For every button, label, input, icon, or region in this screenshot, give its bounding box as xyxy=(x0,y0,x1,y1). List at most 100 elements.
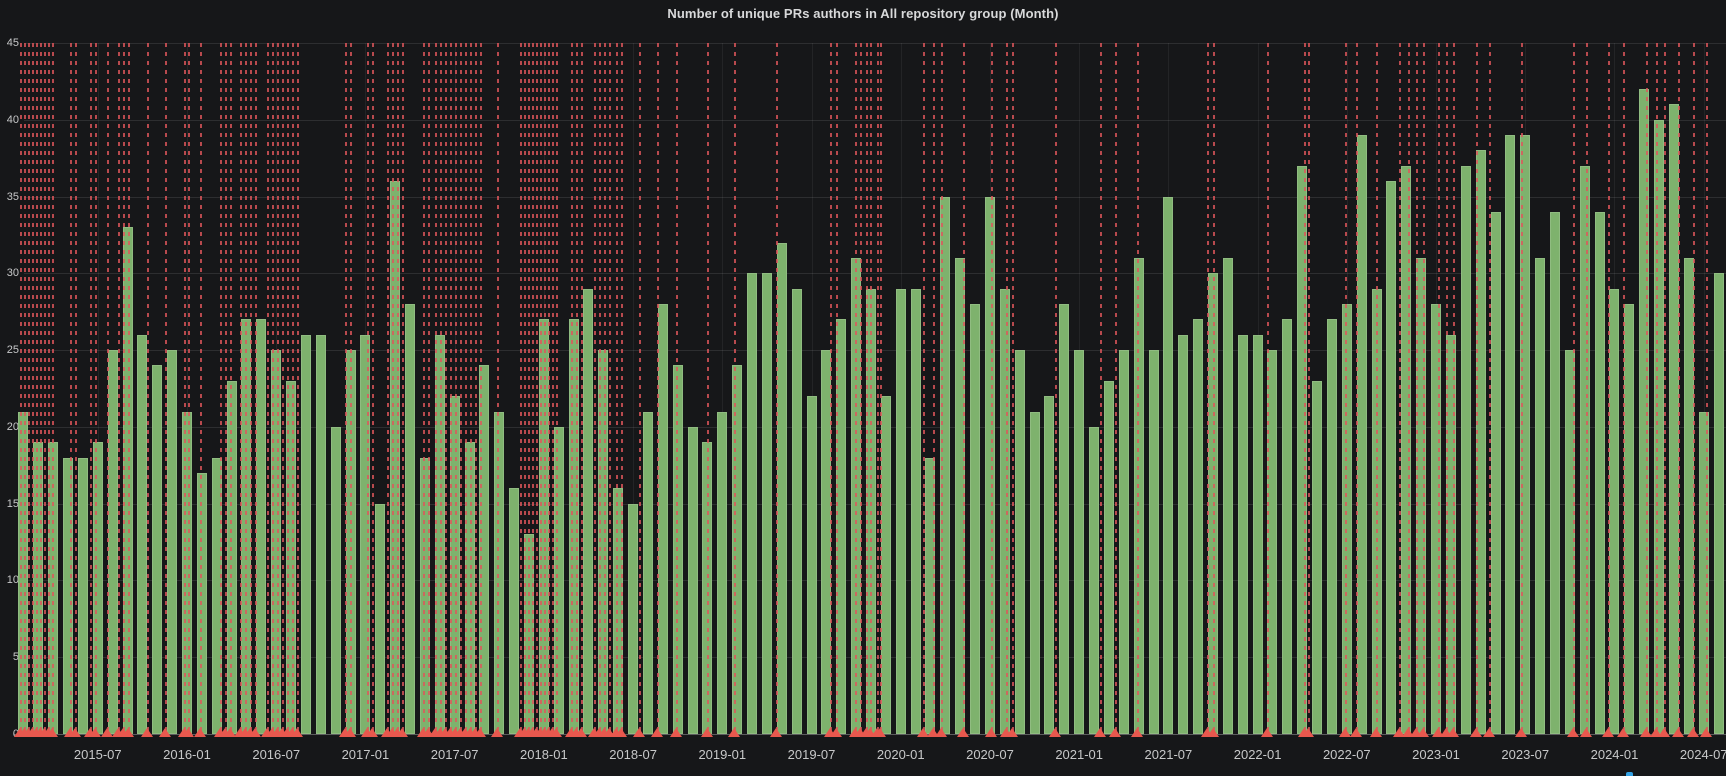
annotation-line[interactable] xyxy=(455,43,457,734)
annotation-line[interactable] xyxy=(118,43,120,734)
annotation-line[interactable] xyxy=(245,43,247,734)
annotation-line[interactable] xyxy=(165,43,167,734)
annotation-line[interactable] xyxy=(1006,43,1008,734)
bar-month-2019-03[interactable] xyxy=(747,273,758,734)
annotation-marker-triangle[interactable] xyxy=(1109,728,1121,737)
annotation-line[interactable] xyxy=(576,43,578,734)
annotation-line[interactable] xyxy=(480,43,482,734)
bar-month-2022-06[interactable] xyxy=(1326,319,1337,734)
annotation-line[interactable] xyxy=(44,43,46,734)
annotation-marker-triangle[interactable] xyxy=(1006,728,1018,737)
annotation-line[interactable] xyxy=(1408,43,1410,734)
annotation-line[interactable] xyxy=(428,43,430,734)
annotation-marker-triangle[interactable] xyxy=(1393,728,1405,737)
annotation-marker-triangle[interactable] xyxy=(89,728,101,737)
bar-month-2015-11[interactable] xyxy=(152,365,163,734)
annotation-marker-triangle[interactable] xyxy=(1207,728,1219,737)
bar-month-2020-02[interactable] xyxy=(910,288,921,734)
bar-month-2024-01[interactable] xyxy=(1609,288,1620,734)
annotation-marker-triangle[interactable] xyxy=(46,728,58,737)
annotation-line[interactable] xyxy=(1664,43,1666,734)
annotation-line[interactable] xyxy=(188,43,190,734)
annotation-line[interactable] xyxy=(1213,43,1215,734)
annotation-line[interactable] xyxy=(657,43,659,734)
annotation-marker-triangle[interactable] xyxy=(1432,728,1444,737)
annotation-marker-triangle[interactable] xyxy=(1687,728,1699,737)
annotation-marker-triangle[interactable] xyxy=(728,728,740,737)
annotation-line[interactable] xyxy=(28,43,30,734)
annotation-marker-triangle[interactable] xyxy=(770,728,782,737)
annotation-marker-triangle[interactable] xyxy=(1261,728,1273,737)
annotation-line[interactable] xyxy=(581,43,583,734)
annotation-marker-triangle[interactable] xyxy=(1672,728,1684,737)
annotation-line[interactable] xyxy=(255,43,257,734)
annotation-line[interactable] xyxy=(1586,43,1588,734)
annotation-line[interactable] xyxy=(445,43,447,734)
bar-month-2016-09[interactable] xyxy=(300,334,311,734)
bar-month-2021-11[interactable] xyxy=(1222,257,1233,734)
annotation-line[interactable] xyxy=(475,43,477,734)
annotation-line[interactable] xyxy=(20,43,22,734)
annotation-marker-triangle[interactable] xyxy=(141,728,153,737)
annotation-line[interactable] xyxy=(230,43,232,734)
annotation-line[interactable] xyxy=(707,43,709,734)
annotation-line[interactable] xyxy=(836,43,838,734)
annotation-line[interactable] xyxy=(830,43,832,734)
annotation-marker-triangle[interactable] xyxy=(491,728,503,737)
annotation-line[interactable] xyxy=(1207,43,1209,734)
annotation-line[interactable] xyxy=(866,43,868,734)
annotation-marker-triangle[interactable] xyxy=(1370,728,1382,737)
annotation-line[interactable] xyxy=(1646,43,1648,734)
annotation-marker-triangle[interactable] xyxy=(69,728,81,737)
bar-month-2023-03[interactable] xyxy=(1460,165,1471,734)
annotation-line[interactable] xyxy=(734,43,736,734)
annotation-marker-triangle[interactable] xyxy=(1094,728,1106,737)
annotation-line[interactable] xyxy=(1137,43,1139,734)
bar-month-2017-11[interactable] xyxy=(509,488,520,734)
annotation-line[interactable] xyxy=(599,43,601,734)
annotation-line[interactable] xyxy=(372,43,374,734)
annotation-line[interactable] xyxy=(548,43,550,734)
annotation-line[interactable] xyxy=(200,43,202,734)
annotation-line[interactable] xyxy=(1376,43,1378,734)
annotation-line[interactable] xyxy=(524,43,526,734)
annotation-line[interactable] xyxy=(95,43,97,734)
annotation-line[interactable] xyxy=(52,43,54,734)
bar-month-2017-02[interactable] xyxy=(375,503,386,734)
annotation-line[interactable] xyxy=(277,43,279,734)
bar-month-2015-12[interactable] xyxy=(167,350,178,734)
annotation-marker-triangle[interactable] xyxy=(1447,728,1459,737)
annotation-line[interactable] xyxy=(552,43,554,734)
bar-month-2020-11[interactable] xyxy=(1044,396,1055,734)
annotation-line[interactable] xyxy=(40,43,42,734)
annotation-line[interactable] xyxy=(1678,43,1680,734)
bar-month-2015-06[interactable] xyxy=(77,457,88,734)
annotation-line[interactable] xyxy=(870,43,872,734)
bar-month-2015-10[interactable] xyxy=(137,334,148,734)
annotation-marker-triangle[interactable] xyxy=(864,728,876,737)
annotation-line[interactable] xyxy=(1693,43,1695,734)
annotation-marker-triangle[interactable] xyxy=(957,728,969,737)
annotation-line[interactable] xyxy=(435,43,437,734)
annotation-marker-triangle[interactable] xyxy=(1470,728,1482,737)
bar-month-2017-04[interactable] xyxy=(405,304,416,734)
annotation-line[interactable] xyxy=(1446,43,1448,734)
bar-month-2022-08[interactable] xyxy=(1356,135,1367,734)
annotation-line[interactable] xyxy=(267,43,269,734)
annotation-line[interactable] xyxy=(540,43,542,734)
bar-month-2019-05[interactable] xyxy=(776,242,787,734)
annotation-line[interactable] xyxy=(991,43,993,734)
annotation-line[interactable] xyxy=(32,43,34,734)
annotation-line[interactable] xyxy=(1453,43,1455,734)
annotation-marker-triangle[interactable] xyxy=(985,728,997,737)
bar-month-2023-12[interactable] xyxy=(1594,211,1605,734)
annotation-line[interactable] xyxy=(933,43,935,734)
bar-month-2019-04[interactable] xyxy=(761,273,772,734)
annotation-line[interactable] xyxy=(616,43,618,734)
annotation-line[interactable] xyxy=(1356,43,1358,734)
annotation-marker-triangle[interactable] xyxy=(1339,728,1351,737)
annotation-line[interactable] xyxy=(877,43,879,734)
annotation-marker-triangle[interactable] xyxy=(1515,728,1527,737)
annotation-line[interactable] xyxy=(1012,43,1014,734)
annotation-line[interactable] xyxy=(556,43,558,734)
